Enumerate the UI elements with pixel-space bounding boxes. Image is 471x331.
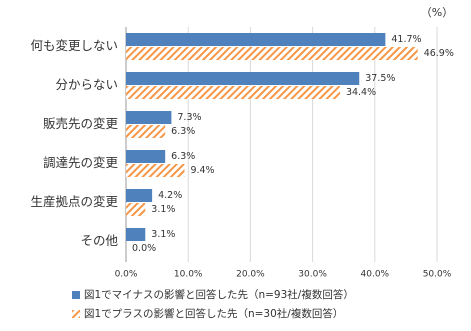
unit-label: （%） xyxy=(421,6,453,19)
legend-label: 図1でマイナスの影響と回答した先（n=93社/複数回答） xyxy=(84,288,354,301)
bar xyxy=(126,150,166,163)
value-label: 6.3% xyxy=(171,151,195,162)
legend-swatch xyxy=(72,310,80,318)
bar xyxy=(126,72,360,85)
x-tick-label: 30.0% xyxy=(298,270,327,280)
value-label: 0.0% xyxy=(132,243,156,254)
bar xyxy=(126,86,340,99)
x-tick-label: 0.0% xyxy=(115,270,138,280)
category-label: 生産拠点の変更 xyxy=(30,194,118,209)
bar xyxy=(126,164,185,177)
legend-label: 図1でプラスの影響と回答した先（n=30社/複数回答） xyxy=(84,307,343,320)
bar xyxy=(126,228,146,241)
value-label: 4.2% xyxy=(158,190,182,201)
value-label: 3.1% xyxy=(151,204,175,215)
bar xyxy=(126,203,146,216)
x-tick-label: 50.0% xyxy=(423,270,452,280)
value-label: 3.1% xyxy=(151,229,175,240)
value-label: 46.9% xyxy=(424,48,454,59)
bar xyxy=(126,47,418,60)
bar xyxy=(126,111,172,124)
value-label: 7.3% xyxy=(177,112,201,123)
category-label: 販売先の変更 xyxy=(43,116,119,131)
bar xyxy=(126,189,153,202)
category-label: その他 xyxy=(80,233,118,248)
bar xyxy=(126,33,386,46)
value-label: 6.3% xyxy=(171,126,195,137)
value-label: 34.4% xyxy=(346,87,376,98)
x-tick-label: 40.0% xyxy=(361,270,390,280)
value-label: 9.4% xyxy=(190,165,214,176)
category-label: 調達先の変更 xyxy=(43,155,119,170)
x-tick-label: 20.0% xyxy=(236,270,265,280)
legend-swatch xyxy=(72,291,80,299)
category-label: 分からない xyxy=(55,77,118,92)
value-label: 41.7% xyxy=(391,34,421,45)
value-label: 37.5% xyxy=(365,73,395,84)
x-tick-label: 10.0% xyxy=(174,270,203,280)
category-label: 何も変更しない xyxy=(30,38,118,53)
bar xyxy=(126,125,166,138)
